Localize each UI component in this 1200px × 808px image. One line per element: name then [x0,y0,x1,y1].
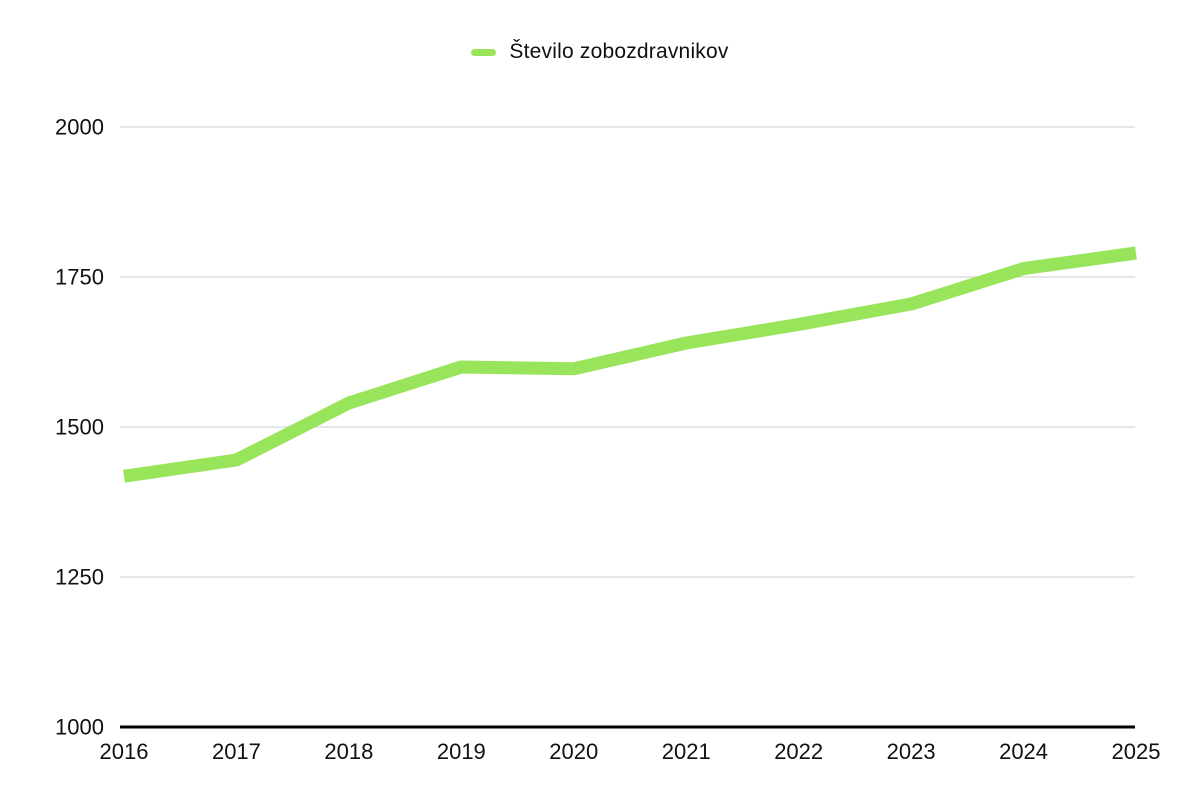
x-tick-label: 2017 [212,739,261,764]
x-tick-label: 2021 [662,739,711,764]
chart-legend: Število zobozdravnikov [0,40,1200,64]
x-tick-label: 2019 [437,739,486,764]
y-tick-label: 1250 [55,565,104,590]
y-tick-label: 1500 [55,415,104,440]
y-tick-label: 1750 [55,265,104,290]
x-tick-label: 2018 [324,739,373,764]
x-tick-label: 2016 [100,739,149,764]
x-tick-label: 2024 [999,739,1048,764]
x-tick-label: 2020 [549,739,598,764]
x-tick-label: 2023 [887,739,936,764]
y-tick-label: 2000 [55,115,104,140]
y-tick-label: 1000 [55,715,104,740]
legend-line-swatch [471,48,497,56]
x-tick-label: 2022 [774,739,823,764]
series-line-stevilo-zobozdravnikov [123,246,1137,483]
x-tick-label: 2025 [1112,739,1161,764]
legend-label: Število zobozdravnikov [509,40,729,63]
